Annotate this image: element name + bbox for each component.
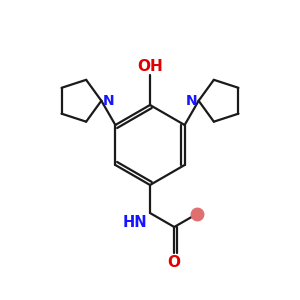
Text: O: O	[168, 255, 181, 270]
Text: OH: OH	[137, 59, 163, 74]
Text: N: N	[102, 94, 114, 108]
Text: N: N	[186, 94, 198, 108]
Text: HN: HN	[122, 215, 147, 230]
